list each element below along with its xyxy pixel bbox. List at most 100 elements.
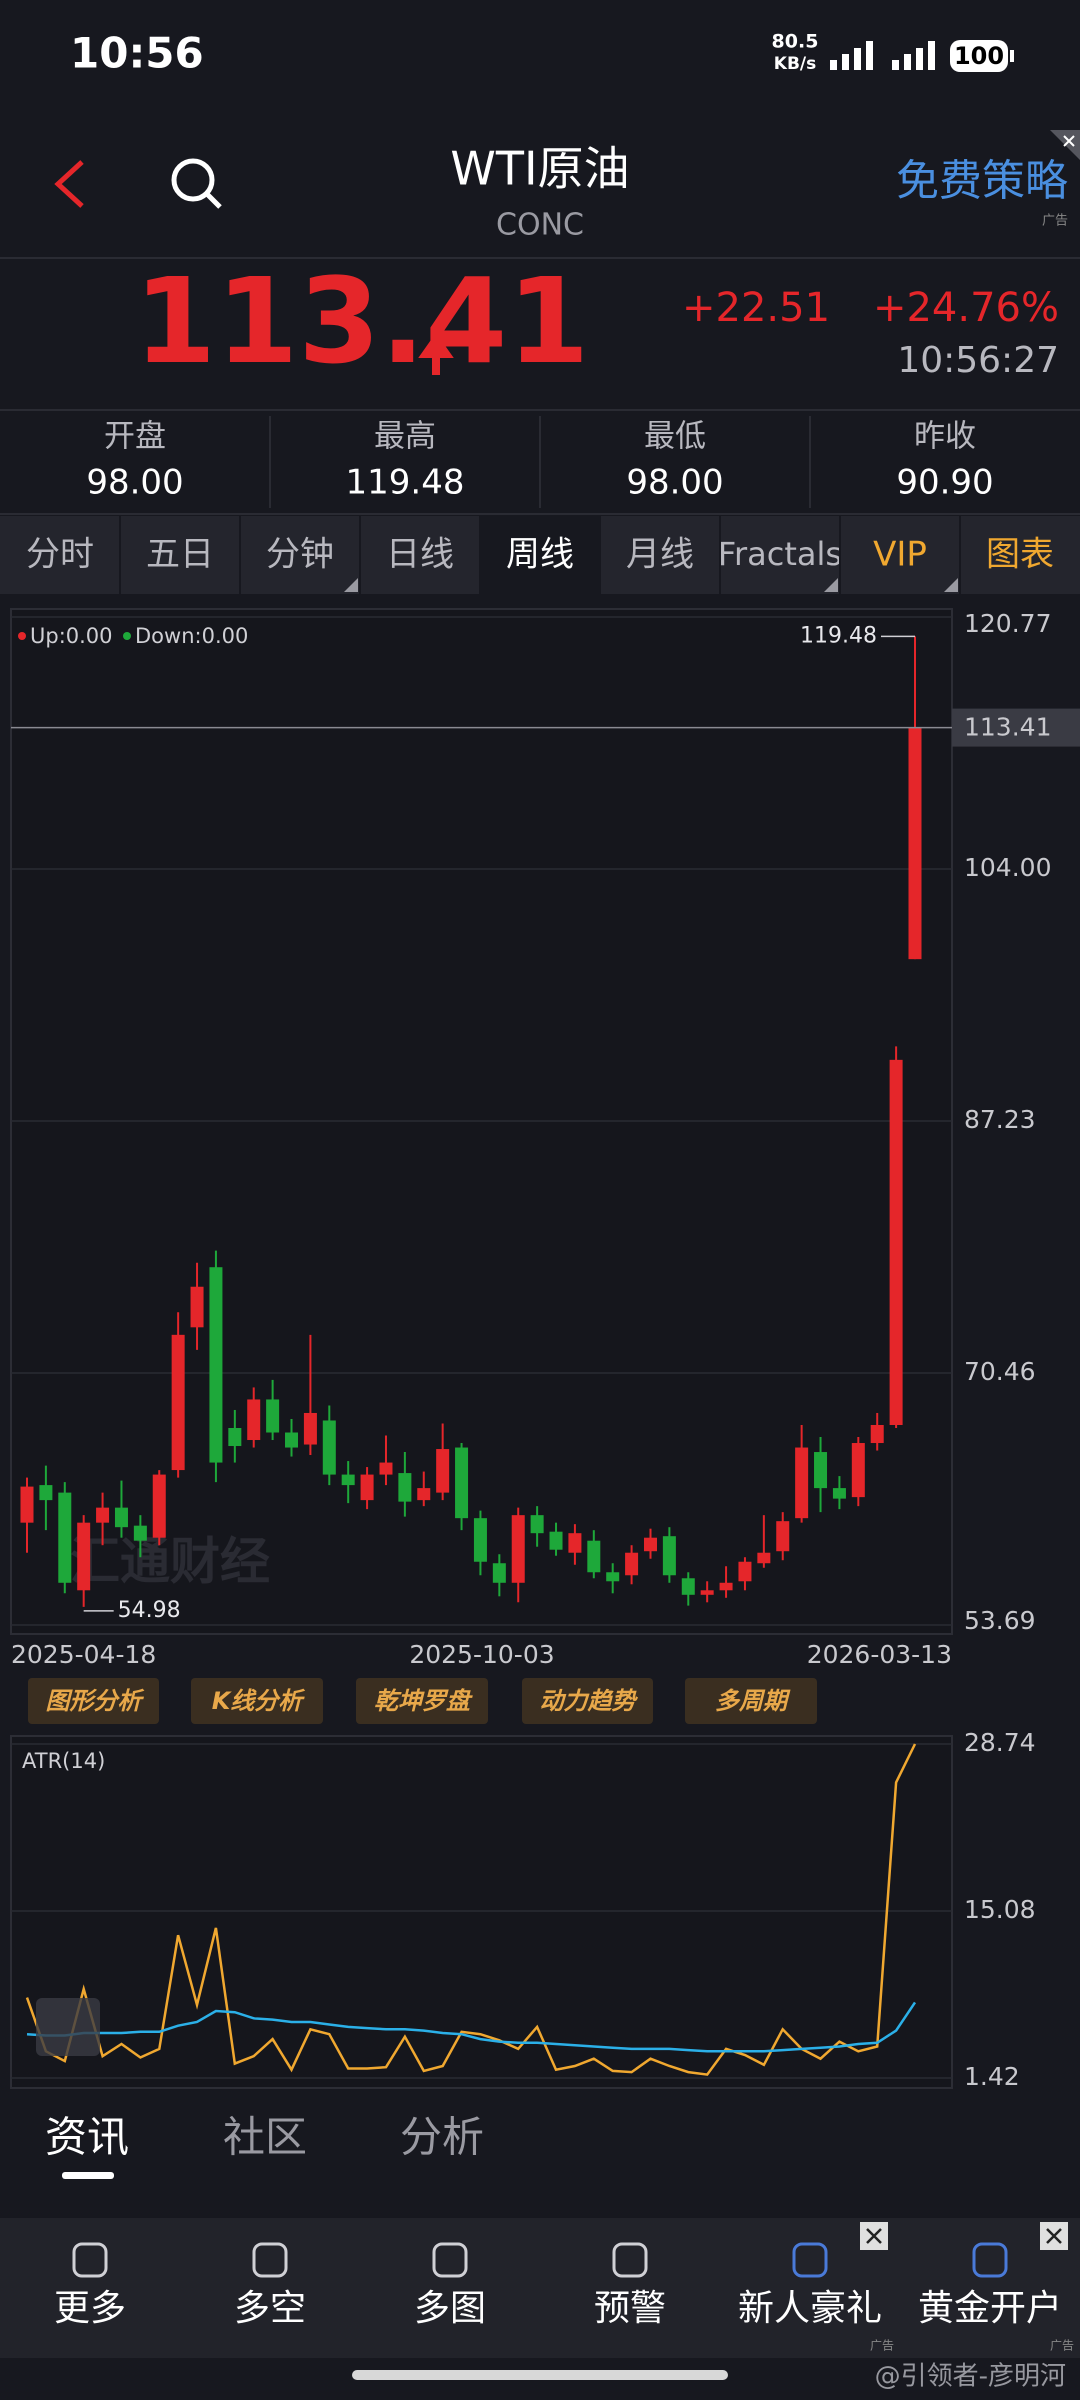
candle-body <box>814 1452 828 1489</box>
tool-label[interactable]: 多周期 <box>715 1687 791 1715</box>
nav-label[interactable]: 多空 <box>234 2288 306 2329</box>
legend-entry: Down:0.00 <box>135 624 248 648</box>
promo[interactable]: 免费策略 <box>896 157 1068 207</box>
signal-icons <box>830 41 935 70</box>
bottom-nav <box>0 2218 1080 2358</box>
price: 113.41 <box>134 252 589 390</box>
candle-body <box>152 1474 166 1538</box>
tool-button[interactable] <box>191 1678 323 1724</box>
promo-close[interactable] <box>1050 130 1080 160</box>
back-button[interactable] <box>54 160 84 208</box>
content-tab[interactable]: 资讯 <box>45 2113 129 2162</box>
candle-body <box>341 1474 355 1486</box>
atr-line <box>25 1743 917 2076</box>
last-price-label: 113.41 <box>964 713 1051 742</box>
y-tick-label: 120.77 <box>964 609 1051 638</box>
nav-icon[interactable] <box>252 2242 288 2278</box>
tool-button[interactable] <box>685 1678 817 1724</box>
tool-label[interactable]: 乾坤罗盘 <box>374 1687 473 1715</box>
nav-label[interactable]: 预警 <box>594 2288 666 2329</box>
period-tab[interactable]: 日线 <box>386 535 454 575</box>
candle-body <box>209 1267 223 1463</box>
candle-body <box>719 1582 733 1591</box>
candle-body <box>757 1552 771 1564</box>
candle-body <box>492 1563 506 1583</box>
candle-body <box>530 1515 544 1534</box>
candle-body <box>473 1518 487 1562</box>
period-tab[interactable]: 五日 <box>146 535 214 575</box>
high-label: 119.48 <box>800 623 877 648</box>
candle-body <box>681 1578 695 1595</box>
content-tab[interactable]: 社区 <box>223 2113 307 2162</box>
change-pct: +24.76% <box>873 285 1059 331</box>
candle-body <box>511 1515 525 1583</box>
candle-body <box>889 1059 903 1425</box>
period-tab[interactable]: 分钟 <box>266 535 334 575</box>
nav-icon[interactable] <box>972 2242 1008 2278</box>
tool-button[interactable] <box>522 1678 653 1724</box>
title: WTI原油 <box>450 142 629 196</box>
tool-button[interactable] <box>356 1678 488 1724</box>
period-tab[interactable]: VIP <box>873 535 927 575</box>
candle-body <box>625 1552 639 1576</box>
candle-body <box>379 1462 393 1475</box>
nav-label[interactable]: 更多 <box>54 2288 126 2329</box>
candle-body <box>776 1521 790 1552</box>
clock: 10:56 <box>70 29 204 78</box>
candle-body <box>587 1540 601 1573</box>
stat-label: 开盘 <box>104 419 166 455</box>
battery <box>950 40 1008 72</box>
nav-icon[interactable] <box>612 2242 648 2278</box>
change: +22.51 <box>682 285 830 331</box>
home-indicator <box>352 2370 728 2380</box>
nav-close-x <box>1046 2228 1062 2244</box>
y-tick-label: 28.74 <box>964 1728 1036 1757</box>
tab-selected <box>480 516 600 594</box>
up-arrow <box>418 332 454 375</box>
tool-label[interactable]: 图形分析 <box>46 1687 145 1715</box>
stat-value: 90.90 <box>896 463 993 503</box>
candle-body <box>908 727 922 960</box>
nav-icon[interactable] <box>432 2242 468 2278</box>
candle-body <box>77 1522 91 1591</box>
net-speed: 80.5 <box>772 31 819 53</box>
period-tab[interactable]: 图表 <box>986 535 1054 575</box>
candle-body <box>266 1399 280 1433</box>
chart-watermark: 汇通财经 <box>70 1533 270 1591</box>
x-tick-label: 2026-03-13 <box>807 1640 952 1669</box>
candle-body <box>247 1399 261 1441</box>
candle-body <box>114 1507 128 1528</box>
nav-label[interactable]: 新人豪礼 <box>738 2288 882 2329</box>
tool-button[interactable] <box>28 1678 159 1724</box>
period-tab[interactable]: Fractals <box>718 535 842 573</box>
y-tick-label: 1.42 <box>964 2062 1020 2091</box>
candle-body <box>851 1443 865 1498</box>
candle-body <box>285 1432 299 1448</box>
period-tab[interactable]: 周线 <box>506 535 574 575</box>
nav-label[interactable]: 多图 <box>414 2288 486 2329</box>
candle-body <box>228 1427 242 1447</box>
candle-body <box>795 1447 809 1519</box>
tool-label[interactable]: 动力趋势 <box>540 1687 639 1715</box>
period-tab[interactable]: 月线 <box>626 535 694 575</box>
candle-body <box>870 1424 884 1444</box>
watermark: @引领者-彦明河 <box>875 2362 1066 2392</box>
period-tab[interactable]: 分时 <box>26 535 94 575</box>
search-button[interactable] <box>171 158 222 209</box>
candle-body <box>39 1485 53 1501</box>
zoom-button[interactable] <box>36 1998 100 2056</box>
nav-label[interactable]: 黄金开户 <box>918 2288 1062 2329</box>
y-tick-label: 104.00 <box>964 853 1051 882</box>
nav-icon[interactable] <box>72 2242 108 2278</box>
candle-body <box>606 1572 620 1582</box>
nav-icon[interactable] <box>792 2242 828 2278</box>
content-tab[interactable]: 分析 <box>400 2113 484 2162</box>
candle-body <box>436 1449 450 1493</box>
x-tick-label: 2025-04-18 <box>11 1640 156 1669</box>
nav-close-x <box>866 2228 882 2244</box>
candle-body <box>133 1525 147 1541</box>
tool-label[interactable]: K线分析 <box>212 1687 306 1715</box>
candle-body <box>398 1473 412 1502</box>
stat-value: 98.00 <box>86 463 183 503</box>
